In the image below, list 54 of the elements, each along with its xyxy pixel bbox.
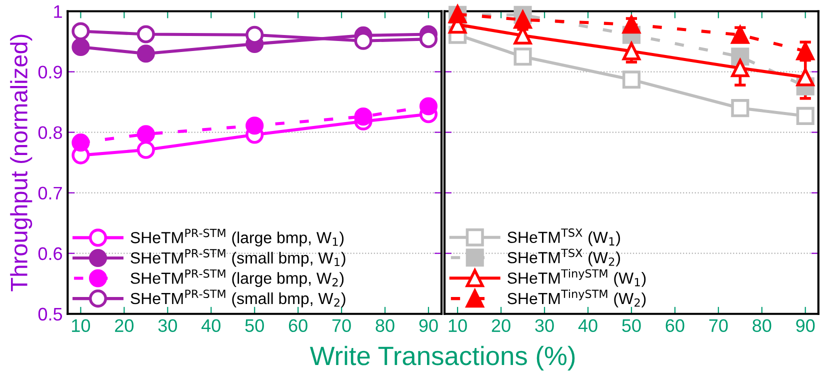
legend-label: SHeTM$^{TinySTM}$ (W$_{1}$) — [508, 268, 646, 287]
x-tick-label: 70 — [709, 319, 728, 332]
point — [72, 38, 90, 56]
x-tick-label: 30 — [535, 319, 554, 332]
x-tick-label: 90 — [796, 319, 815, 332]
legend-label: SHeTM$^{PR-STM}$ (small bmp, W$_{2}$) — [130, 290, 346, 308]
point — [731, 99, 750, 118]
point — [622, 16, 640, 34]
x-tick-label: 20 — [492, 319, 510, 332]
point — [136, 25, 155, 44]
x-tick-label: 80 — [376, 319, 394, 332]
x-tick-label: 30 — [158, 319, 177, 332]
point — [731, 26, 750, 44]
x-tick-label: 50 — [245, 319, 264, 332]
x-tick-label: 10 — [448, 319, 467, 332]
point — [514, 10, 532, 29]
point — [622, 42, 640, 60]
x-tick-label: 50 — [622, 319, 641, 332]
legend-label: SHeTM$^{TSX}$ (W$_{2}$) — [508, 248, 620, 266]
y-axis-title: Throughput (normalized) — [10, 34, 32, 292]
x-tick-label: 90 — [419, 319, 438, 332]
x-tick-label: 60 — [666, 319, 684, 332]
point — [72, 134, 90, 152]
x-tick-label: 20 — [115, 319, 134, 332]
point — [354, 108, 372, 126]
legend-label: SHeTM$^{PR-STM}$ (small bmp, W$_{1}$) — [130, 249, 346, 267]
legend-label: SHeTM$^{TinySTM}$ (W$_{2}$) — [508, 289, 646, 308]
x-tick-label: 70 — [332, 319, 351, 332]
x-tick-label: 60 — [288, 319, 308, 332]
point — [72, 22, 90, 40]
point — [419, 97, 438, 116]
x-tick-label: 80 — [752, 319, 772, 332]
point — [136, 125, 155, 144]
x-axis-title: Write Transactions (%) — [310, 346, 575, 370]
legend-label: SHeTM$^{PR-STM}$ (large bmp, W$_{1}$) — [130, 228, 344, 246]
y-tick-label: 0.5 — [38, 308, 62, 321]
point — [136, 44, 155, 63]
point — [136, 140, 155, 159]
x-tick-label: 40 — [201, 319, 220, 332]
point — [246, 116, 264, 135]
legend-label: SHeTM$^{TSX}$ (W$_{1}$) — [508, 228, 620, 246]
point — [514, 48, 532, 66]
point — [796, 106, 814, 125]
point — [796, 68, 814, 86]
point — [731, 59, 750, 78]
y-tick-label: 0.6 — [38, 247, 62, 260]
y-tick-label: 0.9 — [38, 66, 62, 78]
y-tick-label: 0.7 — [38, 186, 62, 200]
x-tick-label: 10 — [72, 319, 90, 332]
y-tick-label: 0.8 — [38, 126, 62, 140]
point — [622, 70, 640, 89]
y-tick-label: 1 — [54, 5, 62, 18]
x-tick-label: 40 — [578, 319, 598, 332]
legend-label: SHeTM$^{PR-STM}$ (large bmp, W$_{2}$) — [130, 269, 344, 288]
